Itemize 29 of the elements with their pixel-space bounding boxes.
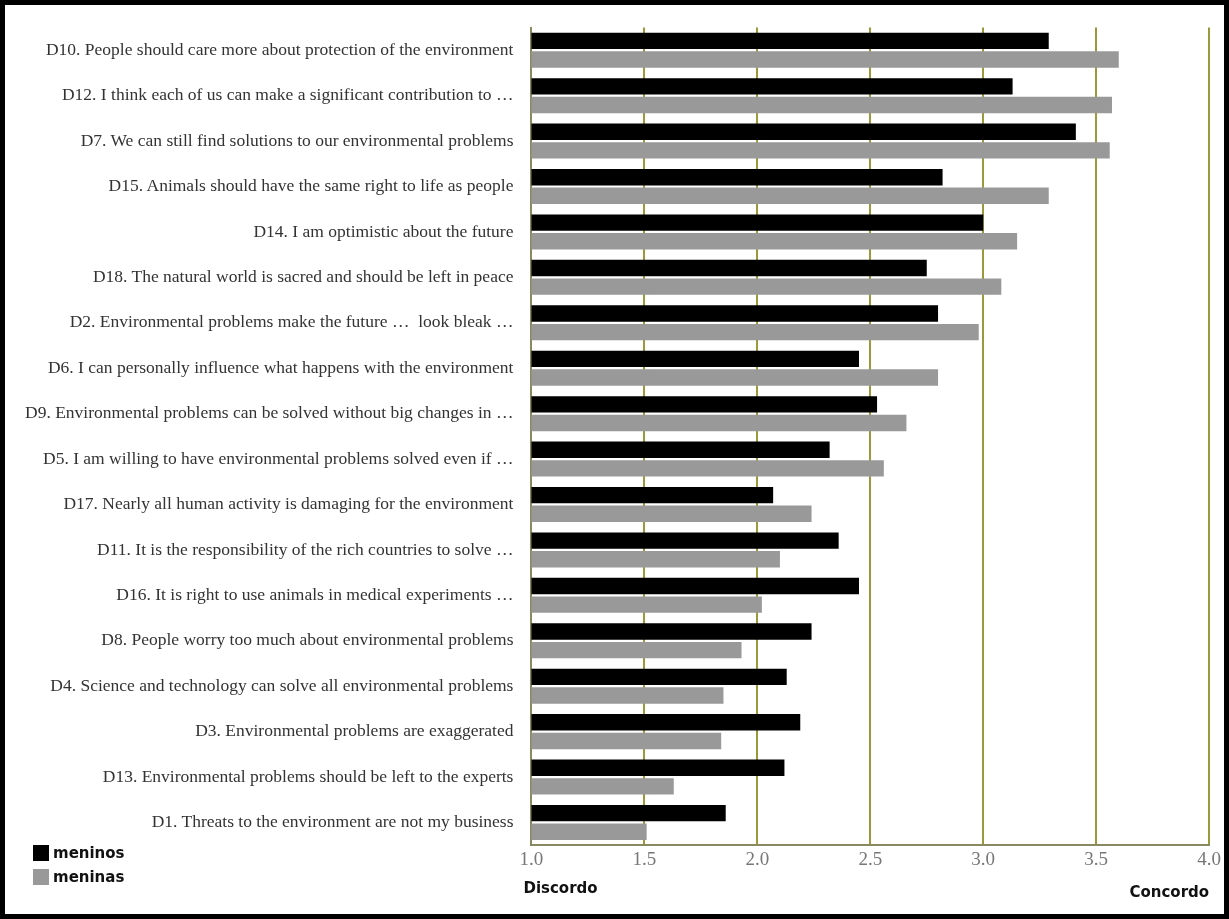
y-tick-label: D8. People worry too much about environmental problems (101, 629, 514, 650)
y-tick-label: D15. Animals should have the same right to life as people (108, 175, 514, 196)
y-tick-label: D2. Environmental problems make the future … look bleak … (69, 311, 514, 332)
x-tick-label: 1.0 (519, 847, 544, 869)
legend-label: meninos (53, 844, 125, 862)
text: Discordo (523, 878, 598, 897)
legend-label: meninas (53, 868, 125, 886)
x-tick-label: 2.0 (745, 847, 770, 869)
y-tick-label: D3. Environmental problems are exaggerated (195, 720, 514, 741)
x-tick-label: 1.5 (632, 847, 657, 869)
y-tick-label: D12. I think each of us can make a significant contribution to … (61, 84, 514, 105)
y-tick-label: D10. People should care more about protection of the environment (45, 38, 514, 59)
y-tick-label: D5. I am willing to have environmental problems solved even if … (42, 447, 514, 468)
x-tick-label: 2.5 (858, 847, 883, 869)
x-tick-label: 3.5 (1084, 847, 1109, 869)
y-tick-label: D6. I can personally influence what happens with the environment (47, 356, 514, 377)
y-tick-label: D18. The natural world is sacred and should be left in peace (92, 265, 514, 286)
y-tick-label: D4. Science and technology can solve all environmental problems (50, 674, 514, 695)
text: Concordo (1129, 882, 1210, 901)
y-tick-label: D14. I am optimistic about the future (253, 220, 514, 241)
y-tick-label: D17. Nearly all human activity is damaging for the environment (63, 493, 514, 514)
x-tick-label: 4.0 (1197, 847, 1221, 869)
y-tick-label: D1. Threats to the environment are not my business (151, 811, 514, 832)
y-tick-label: D11. It is the responsibility of the rich countries to solve … (97, 538, 514, 559)
y-tick-label: D13. Environmental problems should be left to the experts (102, 765, 514, 786)
y-tick-label: D9. Environmental problems can be solved without big changes in … (24, 402, 514, 423)
y-tick-label: D7. We can still find solutions to our environmental problems (80, 129, 514, 150)
y-tick-label: D16. It is right to use animals in medical experiments … (116, 583, 514, 604)
x-tick-label: 3.0 (971, 847, 996, 869)
